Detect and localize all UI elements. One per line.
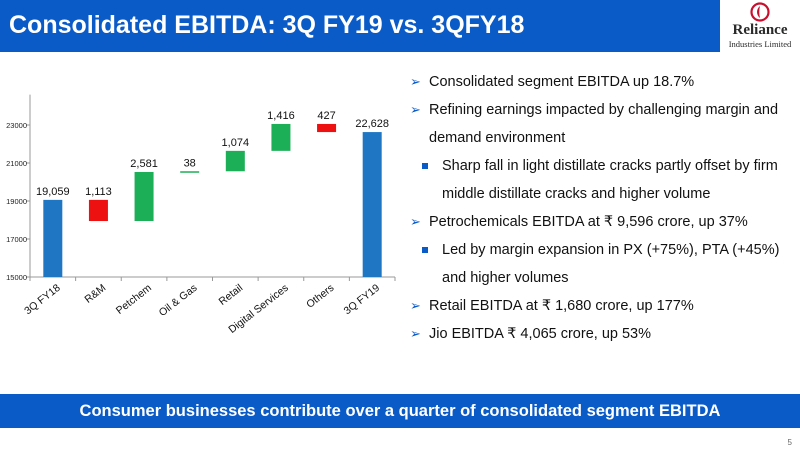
data-label: 2,581 xyxy=(130,158,158,170)
y-tick-label: 17000 xyxy=(6,235,27,244)
logo-name: Reliance xyxy=(732,22,788,38)
reliance-emblem-icon xyxy=(750,2,770,22)
footer-text: Consumer businesses contribute over a qu… xyxy=(79,402,721,420)
logo-subtitle: Industries Limited xyxy=(728,39,792,49)
bullet-text: Jio EBITDA ₹ 4,065 crore, up 53% xyxy=(429,326,652,342)
arrow-bullet-icon: ➢ xyxy=(410,326,421,341)
category-label: R&M xyxy=(83,282,109,306)
bullet-text: Led by margin expansion in PX (+75%), PT… xyxy=(442,242,780,286)
waterfall-bar-3 xyxy=(134,171,154,222)
sub-bullet-point: Led by margin expansion in PX (+75%), PT… xyxy=(410,236,795,292)
y-tick-label: 21000 xyxy=(6,159,27,168)
data-label: 19,059 xyxy=(36,186,70,198)
waterfall-bar-7 xyxy=(317,123,337,133)
arrow-bullet-icon: ➢ xyxy=(410,102,421,117)
footer-banner: Consumer businesses contribute over a qu… xyxy=(0,394,800,428)
bullet-point: ➢ Jio EBITDA ₹ 4,065 crore, up 53% xyxy=(410,320,795,348)
y-tick-label: 15000 xyxy=(6,273,27,282)
category-label: Oil & Gas xyxy=(157,282,200,319)
data-label: 1,074 xyxy=(222,137,250,149)
page-title: Consolidated EBITDA: 3Q FY19 vs. 3QFY18 xyxy=(9,11,525,39)
y-tick-label: 23000 xyxy=(6,121,27,130)
waterfall-bar-4 xyxy=(180,171,200,173)
data-label: 22,628 xyxy=(355,118,389,130)
waterfall-bar-1 xyxy=(43,199,63,277)
bullet-text: Refining earnings impacted by challengin… xyxy=(429,102,779,146)
bullet-text: Consolidated segment EBITDA up 18.7% xyxy=(429,74,695,90)
category-label: Retail xyxy=(217,282,246,308)
waterfall-bar-6 xyxy=(271,123,291,151)
waterfall-bar-2 xyxy=(88,199,108,222)
category-label: Others xyxy=(304,282,336,311)
waterfall-bar-8 xyxy=(362,132,382,277)
category-label: 3Q FY19 xyxy=(342,282,383,317)
company-logo: Reliance Industries Limited xyxy=(720,0,800,52)
bullet-point: ➢ Refining earnings impacted by challengi… xyxy=(410,96,795,152)
header-bar: Consolidated EBITDA: 3Q FY19 vs. 3QFY18 … xyxy=(0,0,800,52)
bullet-text: Retail EBITDA at ₹ 1,680 crore, up 177% xyxy=(429,298,694,314)
arrow-bullet-icon: ➢ xyxy=(410,74,421,89)
bullet-point: ➢ Petrochemicals EBITDA at ₹ 9,596 crore,… xyxy=(410,208,795,236)
waterfall-bar-5 xyxy=(225,150,245,172)
bullet-point: ➢ Retail EBITDA at ₹ 1,680 crore, up 177% xyxy=(410,292,795,320)
data-label: 427 xyxy=(317,110,335,122)
bullet-point: ➢ Consolidated segment EBITDA up 18.7% xyxy=(410,68,795,96)
ebitda-waterfall-chart: 15000 17000 19000 21000 23000 19,059 3Q FY18 1,… xyxy=(6,94,396,336)
data-label: 1,113 xyxy=(85,186,112,198)
arrow-bullet-icon: ➢ xyxy=(410,298,421,313)
arrow-bullet-icon: ➢ xyxy=(410,214,421,229)
bullet-text: Petrochemicals EBITDA at ₹ 9,596 crore, … xyxy=(429,214,748,230)
bullet-text: Sharp fall in light distillate cracks pa… xyxy=(442,158,778,202)
data-label: 38 xyxy=(184,157,196,169)
data-label: 1,416 xyxy=(267,110,295,122)
square-bullet-icon xyxy=(422,163,428,169)
square-bullet-icon xyxy=(422,247,428,253)
category-label: 3Q FY18 xyxy=(22,282,63,317)
commentary-bullet-list: ➢ Consolidated segment EBITDA up 18.7% ➢ Re… xyxy=(410,68,795,348)
y-tick-label: 19000 xyxy=(6,197,27,206)
category-label: Petchem xyxy=(114,282,154,317)
sub-bullet-point: Sharp fall in light distillate cracks pa… xyxy=(410,152,795,208)
page-number: 5 xyxy=(787,438,792,447)
